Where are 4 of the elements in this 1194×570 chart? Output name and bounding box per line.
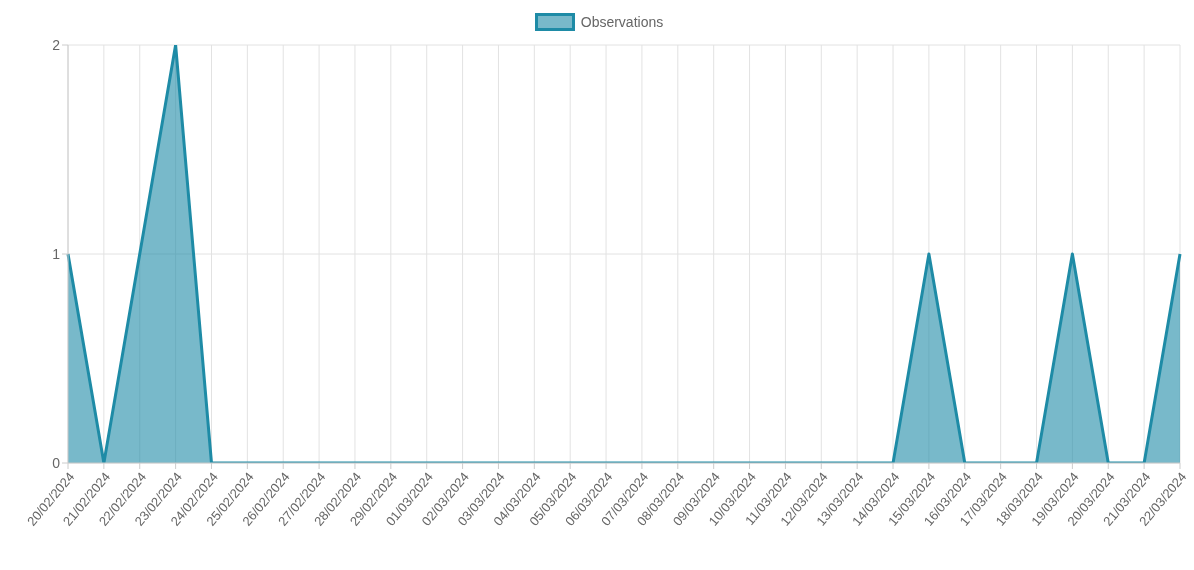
y-tick-label: 2 [52, 36, 61, 53]
y-tick-label: 0 [52, 454, 61, 471]
legend-label: Observations [579, 13, 664, 31]
y-tick-label: 1 [52, 245, 61, 262]
